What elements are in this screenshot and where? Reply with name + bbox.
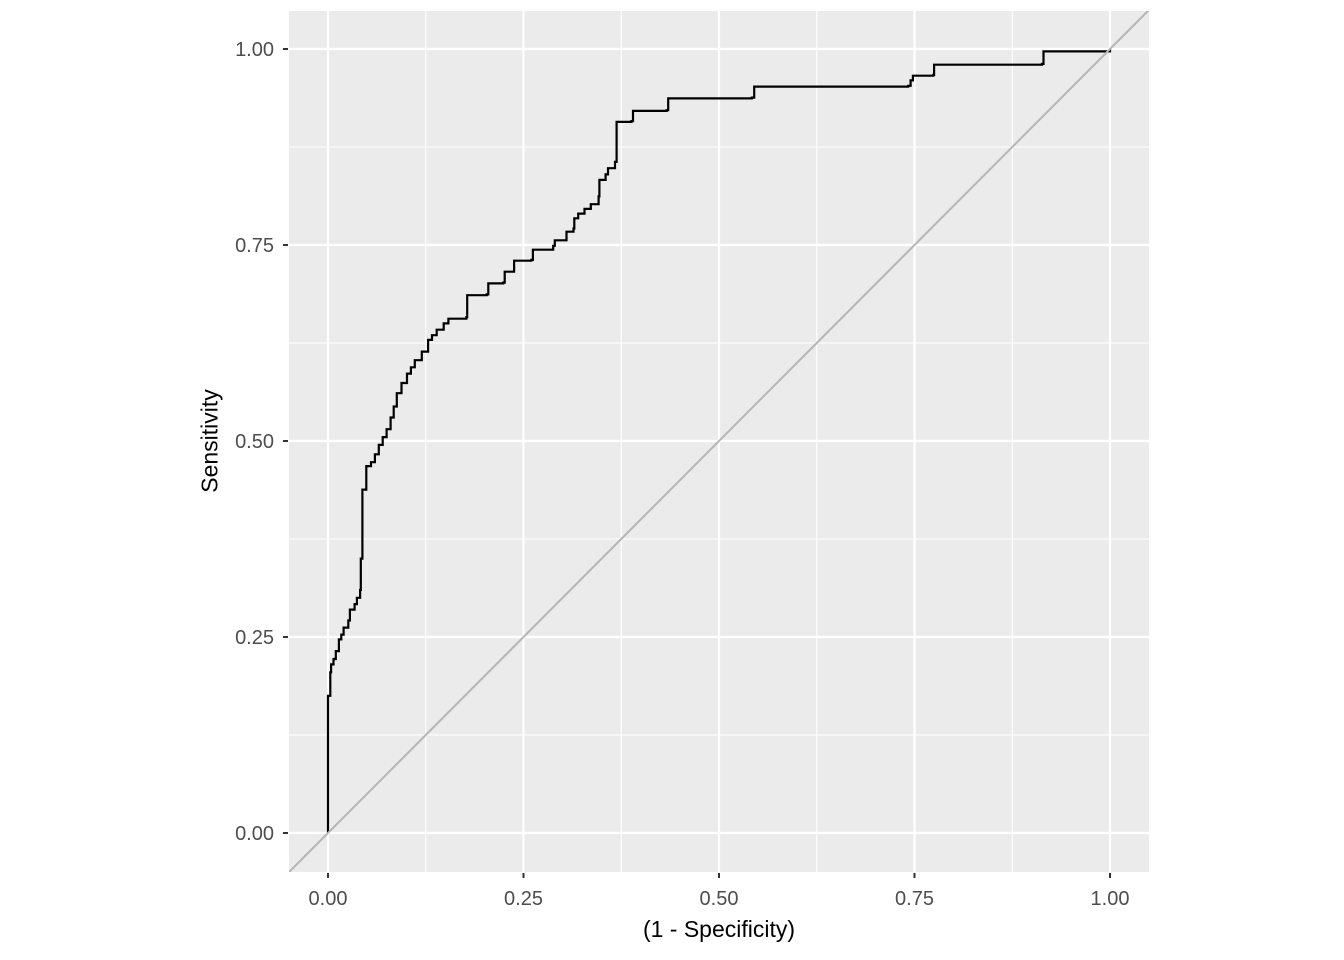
x-tick-label: 0.00 [309, 888, 348, 910]
x-tick-label: 1.00 [1091, 888, 1130, 910]
x-axis-title: (1 - Specificity) [642, 916, 796, 942]
y-tick-label: 0.75 [235, 235, 274, 257]
y-axis-title: Sensitivity [196, 389, 223, 493]
chance-diagonal-line [289, 11, 1149, 872]
y-tick-label: 0.00 [235, 823, 274, 845]
x-tick-label: 0.50 [700, 888, 739, 910]
roc-curve [326, 49, 1112, 833]
x-tick-label: 0.75 [895, 888, 934, 910]
y-tick-label: 0.25 [235, 627, 274, 649]
y-tick-label: 0.50 [235, 431, 274, 453]
x-tick-label: 0.25 [504, 888, 543, 910]
y-tick-label: 1.00 [235, 39, 274, 61]
